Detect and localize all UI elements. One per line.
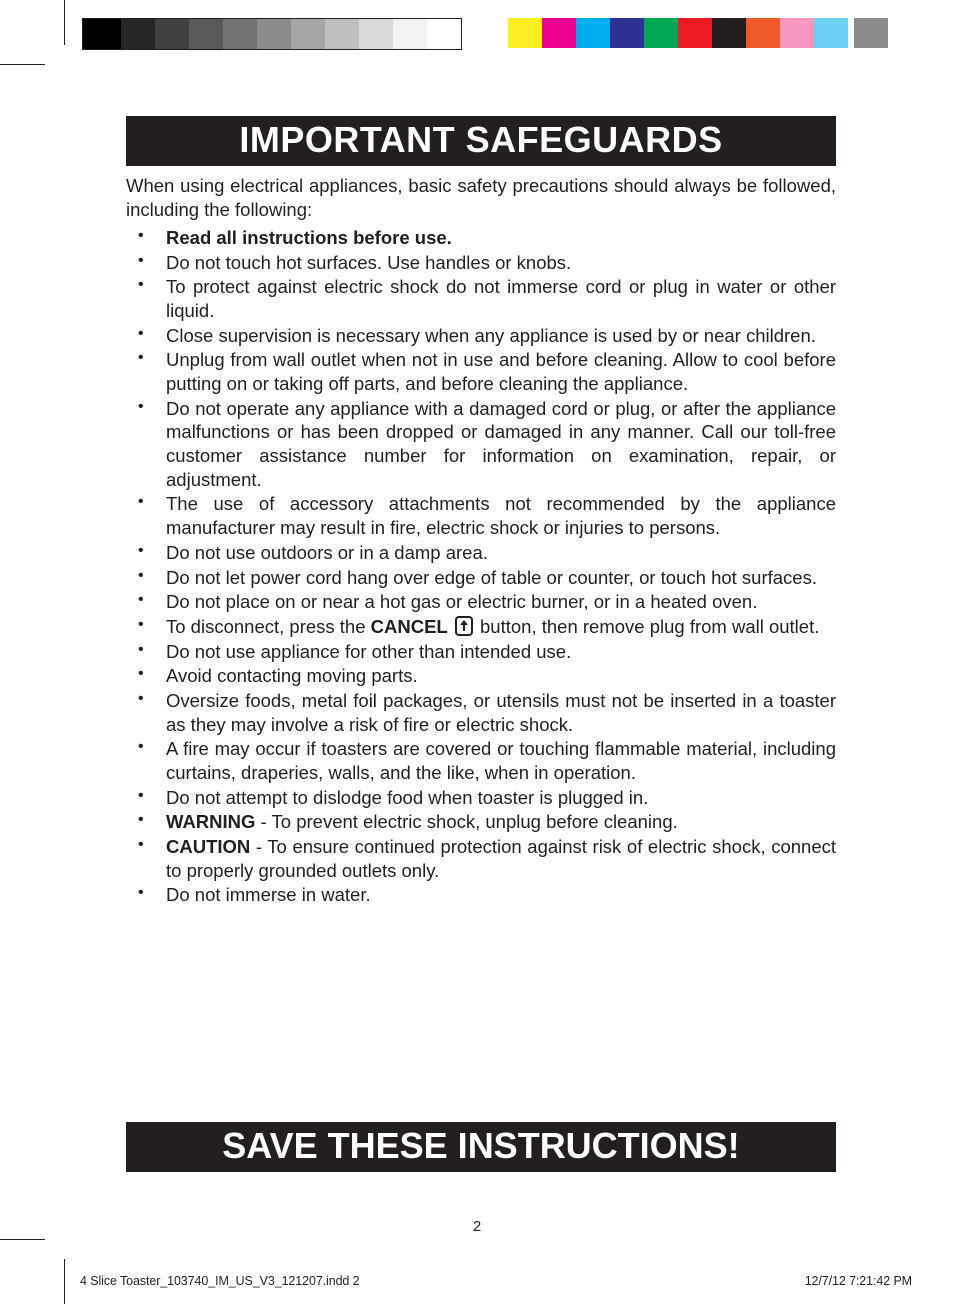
- list-item: WARNING - To prevent electric shock, unp…: [126, 810, 836, 834]
- swatch: [780, 18, 814, 48]
- swatch: [427, 19, 461, 49]
- swatch: [576, 18, 610, 48]
- crop-mark: [64, 0, 65, 45]
- page-number: 2: [0, 1218, 954, 1235]
- list-item: Do not use appliance for other than inte…: [126, 640, 836, 664]
- swatch: [678, 18, 712, 48]
- list-item: Do not operate any appliance with a dama…: [126, 397, 836, 492]
- list-item: Do not touch hot surfaces. Use handles o…: [126, 251, 836, 275]
- list-item: Oversize foods, metal foil packages, or …: [126, 689, 836, 736]
- swatch: [746, 18, 780, 48]
- list-item: A fire may occur if toasters are covered…: [126, 737, 836, 784]
- crop-mark: [64, 1259, 65, 1304]
- footer-timestamp: 12/7/12 7:21:42 PM: [805, 1274, 912, 1288]
- swatch: [257, 19, 291, 49]
- heading-save-instructions: SAVE THESE INSTRUCTIONS!: [126, 1122, 836, 1172]
- color-colorbar: [508, 18, 888, 48]
- list-item: Avoid contacting moving parts.: [126, 664, 836, 688]
- list-item: Unplug from wall outlet when not in use …: [126, 348, 836, 395]
- crop-mark: [0, 1239, 45, 1240]
- list-item: Close supervision is necessary when any …: [126, 324, 836, 348]
- list-item: CAUTION - To ensure continued protection…: [126, 835, 836, 882]
- list-item: Do not place on or near a hot gas or ele…: [126, 590, 836, 614]
- swatch: [508, 18, 542, 48]
- swatch: [393, 19, 427, 49]
- safeguard-list: Read all instructions before use.Do not …: [126, 226, 836, 907]
- swatch: [223, 19, 257, 49]
- print-footer: 4 Slice Toaster_103740_IM_US_V3_121207.i…: [80, 1274, 912, 1288]
- swatch: [610, 18, 644, 48]
- swatch: [644, 18, 678, 48]
- swatch: [814, 18, 848, 48]
- cancel-icon: [455, 616, 473, 636]
- footer-filename: 4 Slice Toaster_103740_IM_US_V3_121207.i…: [80, 1274, 360, 1288]
- list-item: Read all instructions before use.: [126, 226, 836, 250]
- list-item: Do not use outdoors or in a damp area.: [126, 541, 836, 565]
- list-item: Do not let power cord hang over edge of …: [126, 566, 836, 590]
- crop-mark: [0, 64, 45, 65]
- list-item: Do not immerse in water.: [126, 883, 836, 907]
- swatch: [189, 19, 223, 49]
- swatch: [121, 19, 155, 49]
- list-item: Do not attempt to dislodge food when toa…: [126, 786, 836, 810]
- grayscale-colorbar: [82, 18, 462, 50]
- swatch: [83, 19, 121, 49]
- swatch: [712, 18, 746, 48]
- list-item: To protect against electric shock do not…: [126, 275, 836, 322]
- intro-paragraph: When using electrical appliances, basic …: [126, 174, 836, 222]
- heading-important-safeguards: IMPORTANT SAFEGUARDS: [126, 116, 836, 166]
- list-item: The use of accessory attachments not rec…: [126, 492, 836, 539]
- list-item: To disconnect, press the CANCEL button, …: [126, 615, 836, 639]
- swatch: [325, 19, 359, 49]
- swatch: [854, 18, 888, 48]
- swatch: [291, 19, 325, 49]
- swatch: [155, 19, 189, 49]
- swatch: [359, 19, 393, 49]
- swatch: [542, 18, 576, 48]
